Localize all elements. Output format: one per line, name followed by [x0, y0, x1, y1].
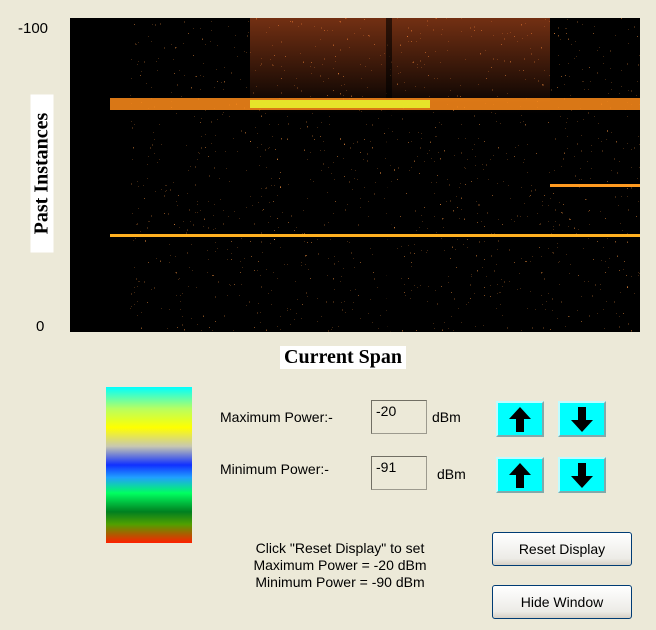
reset-button[interactable]: Reset Display — [492, 532, 632, 566]
min-down[interactable] — [558, 457, 606, 493]
down-icon — [571, 407, 593, 432]
band-hot — [250, 100, 430, 108]
min-label: Minimum Power:- — [220, 461, 329, 477]
note-line: Minimum Power = -90 dBm — [255, 574, 425, 590]
line — [550, 184, 640, 187]
max-down[interactable] — [558, 401, 606, 437]
down-icon — [571, 463, 593, 488]
y-bottom: 0 — [36, 318, 45, 335]
color-scale — [106, 387, 192, 543]
dark-column — [386, 18, 392, 332]
min-unit: dBm — [437, 466, 466, 482]
hide-button[interactable]: Hide Window — [492, 585, 632, 619]
line — [110, 234, 640, 237]
max-unit: dBm — [432, 409, 461, 425]
min-input[interactable]: -91 — [371, 456, 427, 490]
max-up[interactable] — [496, 401, 544, 437]
min-up[interactable] — [496, 457, 544, 493]
spectrogram — [70, 18, 640, 332]
note-line: Maximum Power = -20 dBm — [253, 557, 427, 573]
x-label: Current Span — [280, 346, 406, 369]
max-input[interactable]: -20 — [371, 400, 427, 434]
y-top: -100 — [18, 20, 49, 37]
y-label: Past Instances — [30, 94, 54, 253]
up-icon — [509, 463, 531, 488]
note-line: Click "Reset Display" to set — [255, 540, 425, 556]
up-icon — [509, 407, 531, 432]
max-label: Maximum Power:- — [220, 409, 333, 425]
